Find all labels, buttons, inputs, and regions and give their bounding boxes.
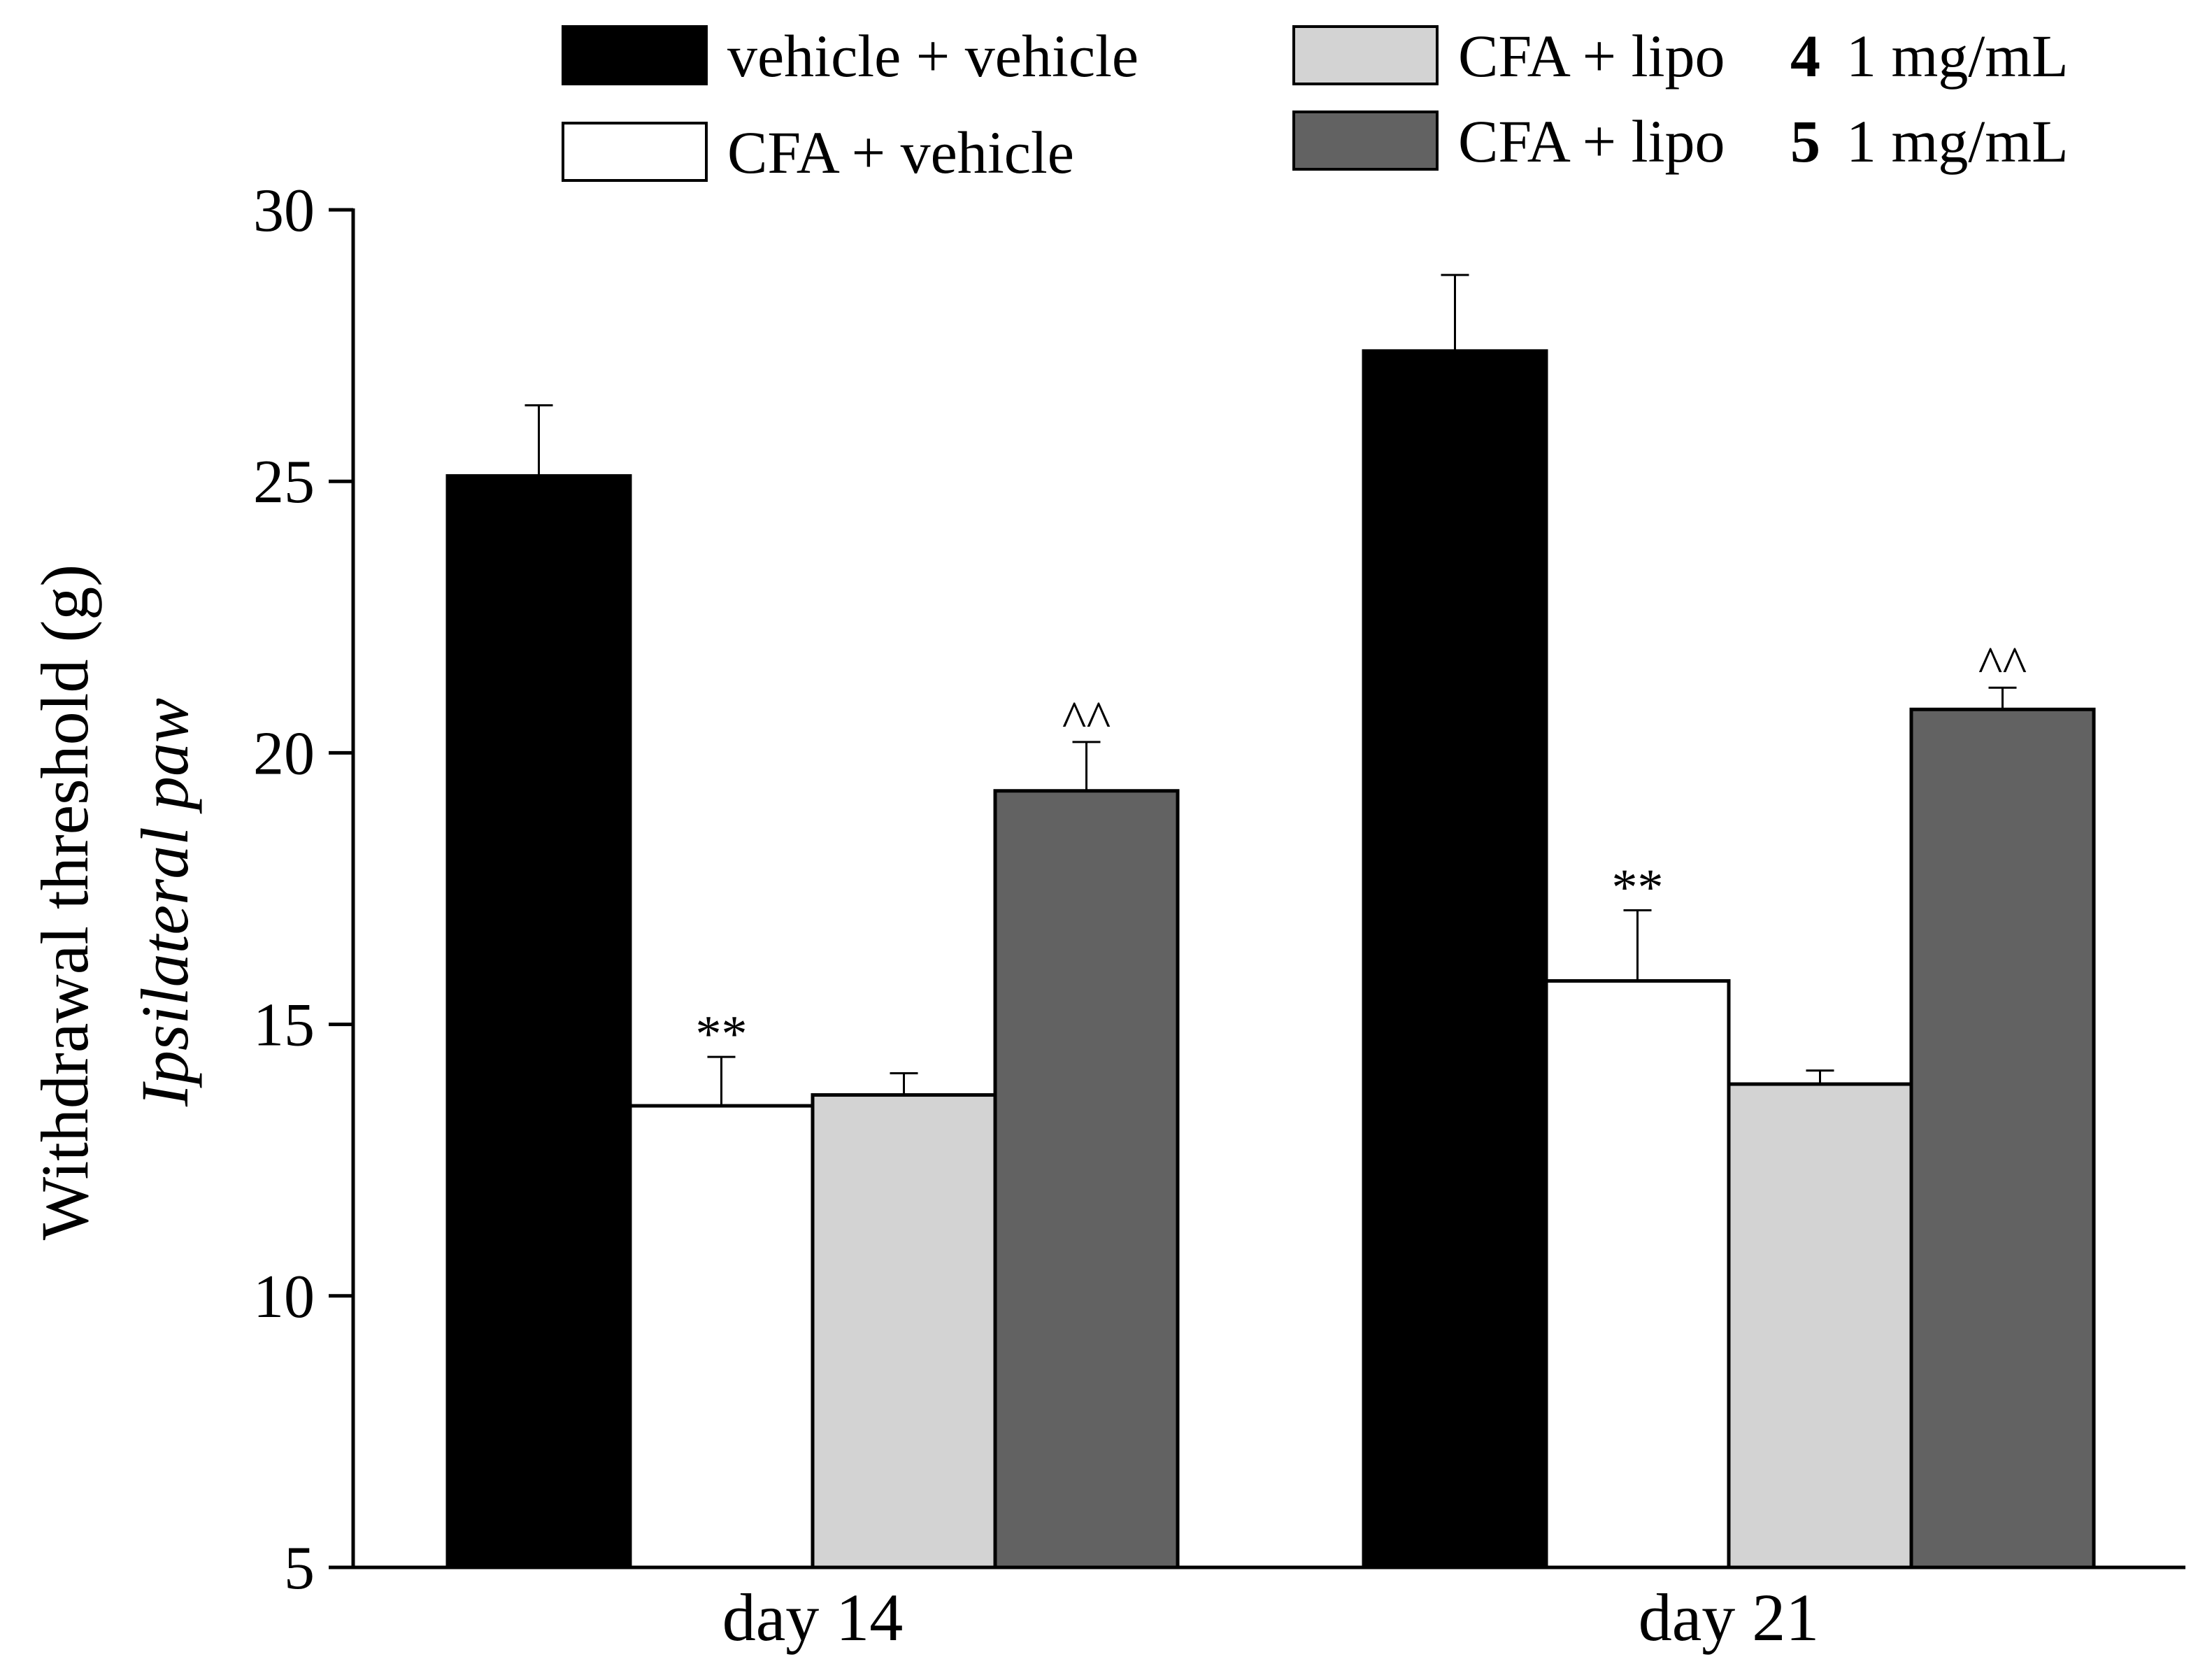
bar (1362, 349, 1548, 1569)
significance-annotation: ^^ (1978, 636, 2027, 694)
bar (1727, 1082, 1913, 1569)
bar (1544, 978, 1731, 1569)
legend-label: CFA + lipo (1458, 108, 1725, 175)
bar (1909, 707, 2096, 1569)
bars: ** ** ^^ ^^ (445, 273, 2096, 1569)
legend-label: vehicle + vehicle (727, 22, 1139, 90)
significance-annotation: ** (1612, 860, 1664, 917)
legend-swatch (562, 25, 708, 85)
legend-label: CFA + lipo (1458, 22, 1725, 90)
legend-compound-number: 5 (1790, 108, 1820, 175)
significance-annotation: ^^ (1062, 691, 1111, 748)
legend-swatch (562, 122, 708, 182)
y-tick-label: 30 (253, 177, 315, 245)
x-tick-label: day 21 (1639, 1580, 1820, 1655)
legend-swatch (1292, 111, 1439, 171)
y-tick-label: 15 (253, 992, 315, 1060)
bar (445, 474, 632, 1569)
legend: vehicle + vehicle CFA + vehicle CFA + lipo… (562, 22, 2069, 186)
y-tick-label: 25 (253, 448, 315, 516)
x-tick-label: day 14 (722, 1580, 904, 1655)
y-axis-label: Withdrawal threshold (g) (27, 564, 102, 1241)
y-tick-label: 20 (253, 720, 315, 788)
legend-compound-number: 4 (1790, 22, 1820, 90)
y-tick-label: 10 (253, 1263, 315, 1331)
y-tick-label: 5 (284, 1535, 315, 1602)
legend-swatch (1292, 25, 1439, 85)
significance-annotation: ** (696, 1006, 748, 1063)
bar (811, 1093, 997, 1569)
y-axis-label-subtitle: Ipsilateral paw (127, 698, 202, 1107)
axes: 5 10 15 20 25 30 day 14 day 21 Withdrawal thresh… (27, 177, 2185, 1655)
bar (993, 789, 1180, 1569)
legend-dose: 1 mg/mL (1846, 108, 2069, 175)
bar (628, 1104, 815, 1569)
legend-dose: 1 mg/mL (1846, 22, 2069, 90)
legend-label: CFA + vehicle (727, 119, 1074, 186)
